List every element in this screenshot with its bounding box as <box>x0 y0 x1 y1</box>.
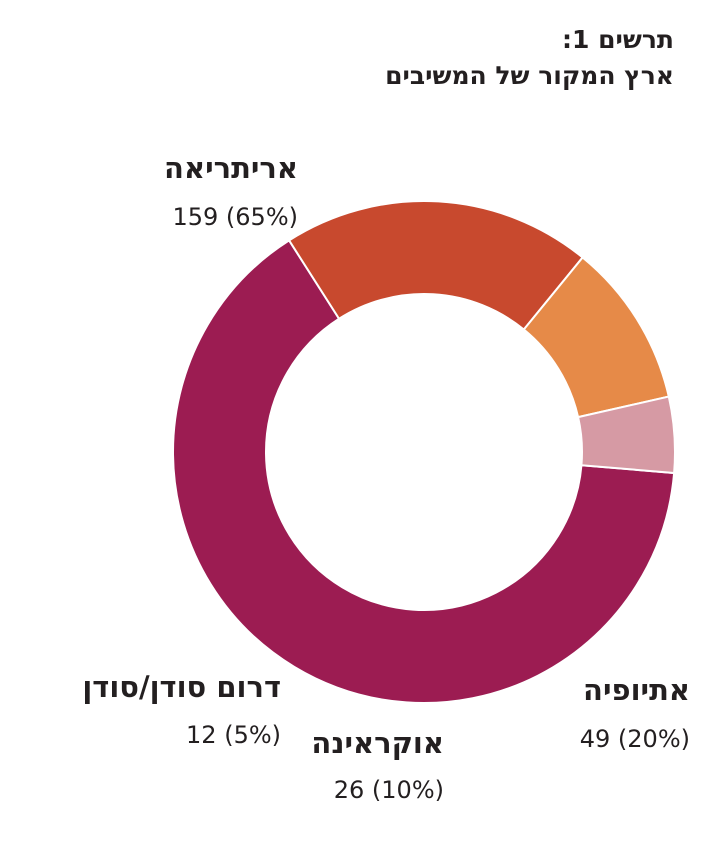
slice-label-value-2: 26 (10%) <box>334 776 444 804</box>
slice-label-value-3: 12 (5%) <box>186 721 281 749</box>
slice-label-name-0: אריתריאה <box>164 151 298 185</box>
donut-slice-0 <box>172 238 676 704</box>
figure-label: תרשים 1: <box>562 25 674 54</box>
slice-label-name-1: אתיופיה <box>583 673 690 707</box>
figure-title-block: תרשים 1: ארץ המקור של המשיבים <box>385 22 674 94</box>
slice-label-value-1: 49 (20%) <box>580 725 690 753</box>
slice-label-value-0: 159 (65%) <box>172 203 298 231</box>
donut-slice-1 <box>287 200 585 331</box>
figure-title: ארץ המקור של המשיבים <box>385 61 674 90</box>
donut-slice-3 <box>576 395 676 475</box>
slice-label-name-3: דרום סודן/סודן <box>82 670 281 704</box>
slice-label-name-2: אוקראינה <box>311 726 444 760</box>
slice-labels: אריתריאה 159 (65%) אתיופיה 49 (20%) אוקראינה… <box>82 151 690 804</box>
donut-slices <box>172 200 676 704</box>
